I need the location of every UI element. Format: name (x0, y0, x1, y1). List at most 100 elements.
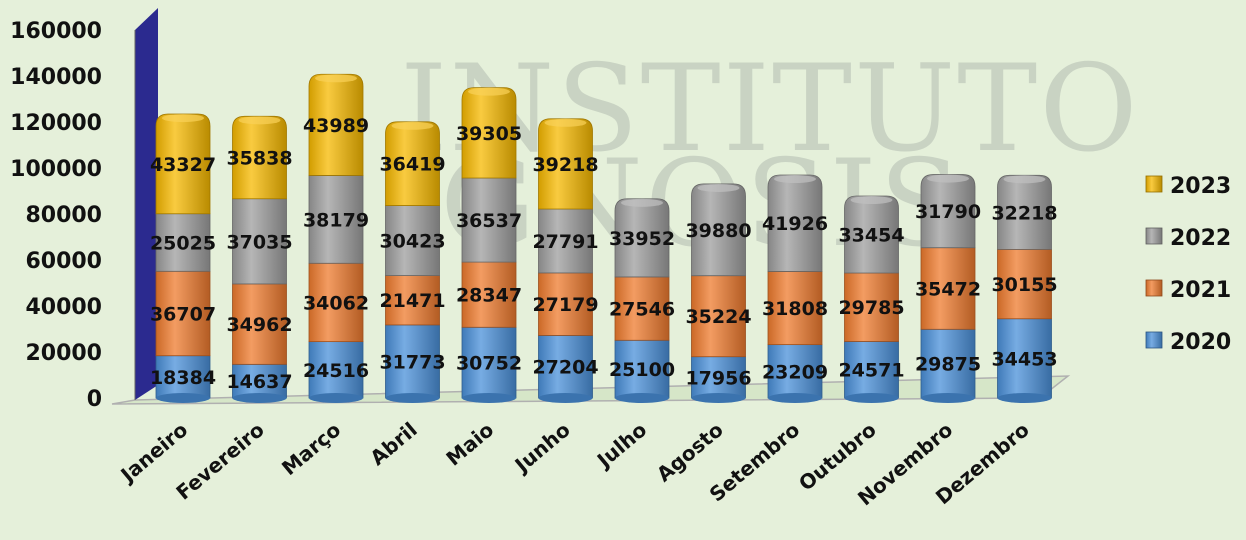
data-label: 41926 (762, 213, 828, 235)
y-tick-label: 80000 (25, 203, 102, 228)
data-label: 30752 (456, 353, 522, 375)
y-tick-label: 40000 (25, 295, 102, 320)
bar-segment (232, 363, 287, 403)
data-label: 18384 (150, 367, 216, 389)
bar-segment (997, 174, 1052, 250)
bar-segment (461, 261, 517, 328)
data-labels-layer: 18384 36707 25025 43327 14637 34962 37035 35838… (150, 115, 1058, 393)
bar-segment (232, 198, 287, 285)
bar-segment (844, 341, 899, 403)
bar-segment (538, 208, 593, 274)
bars-layer (155, 73, 1052, 403)
bar-segment (308, 262, 364, 343)
legend-item: 2020 (1145, 330, 1231, 355)
data-label: 30423 (379, 231, 445, 253)
chart-wall (135, 8, 158, 400)
legend-swatch (1145, 175, 1163, 193)
data-label: 27791 (532, 231, 598, 253)
x-tick-label: Agosto (652, 417, 728, 486)
bar-segment (691, 183, 746, 277)
bar-segment (614, 276, 670, 341)
legend-swatch (1145, 279, 1163, 297)
legend-label: 2022 (1170, 226, 1231, 251)
bar-segment (308, 341, 364, 403)
bar-segment (920, 247, 976, 330)
bar-segment (308, 73, 364, 176)
y-tick-label: 20000 (25, 341, 102, 366)
y-axis-ticks: 0 20000 40000 60000 80000 100000 120000 140000 1… (10, 19, 102, 412)
y-tick-label: 160000 (10, 19, 102, 44)
data-label: 24516 (303, 360, 369, 382)
bar-segment (308, 175, 364, 264)
data-label: 25025 (150, 233, 216, 255)
data-label: 29875 (915, 354, 981, 376)
legend-label: 2020 (1170, 330, 1231, 355)
data-label: 36707 (150, 304, 216, 326)
bar-segment (155, 355, 211, 403)
data-label: 39305 (456, 123, 522, 145)
legend-item: 2022 (1145, 226, 1231, 251)
bar-segment (844, 195, 899, 274)
bar-segment (538, 272, 593, 336)
data-label: 35224 (685, 306, 751, 328)
data-label: 29785 (838, 297, 904, 319)
data-label: 27204 (532, 357, 598, 379)
bar-segment (538, 118, 593, 210)
bar-segment (155, 113, 211, 215)
data-label: 43989 (303, 115, 369, 137)
legend-label: 2023 (1170, 174, 1231, 199)
data-label: 31773 (379, 351, 445, 373)
data-label: 36537 (456, 210, 522, 232)
bar-segment (385, 205, 440, 276)
bar-segment (997, 249, 1052, 320)
x-tick-label: Junho (509, 417, 575, 478)
data-label: 28347 (456, 285, 522, 307)
bar-segment (767, 271, 823, 346)
data-label: 23209 (762, 361, 828, 383)
bar-segment (155, 213, 211, 272)
data-label: 27179 (532, 294, 598, 316)
x-tick-label: Março (277, 417, 345, 480)
data-label: 35472 (915, 278, 981, 300)
y-tick-label: 100000 (10, 157, 102, 182)
legend-item: 2023 (1145, 174, 1231, 199)
x-tick-label: Julho (591, 417, 651, 473)
data-label: 35838 (226, 148, 292, 170)
data-label: 14637 (226, 371, 292, 393)
data-label: 37035 (226, 231, 292, 253)
data-label: 39218 (532, 154, 598, 176)
x-tick-label: Abril (365, 417, 421, 470)
data-label: 39880 (685, 220, 751, 242)
bar-segment (844, 272, 899, 342)
bar-segment (461, 177, 517, 263)
data-label: 38179 (303, 209, 369, 231)
data-label: 34453 (991, 348, 1057, 370)
y-tick-label: 140000 (10, 65, 102, 90)
data-label: 25100 (609, 359, 675, 381)
bar-segment (461, 87, 517, 179)
data-label: 32218 (991, 202, 1057, 224)
data-label: 31790 (915, 201, 981, 223)
bar-segment (385, 275, 440, 326)
bar-segment (155, 270, 211, 357)
data-label: 36419 (379, 154, 445, 176)
bar-segment (614, 198, 670, 278)
data-label: 33952 (609, 228, 675, 250)
bar-segment (997, 318, 1052, 403)
y-tick-label: 0 (87, 387, 102, 412)
y-tick-label: 120000 (10, 111, 102, 136)
data-label: 27546 (609, 299, 675, 321)
data-label: 43327 (150, 154, 216, 176)
legend-swatch (1145, 331, 1163, 349)
data-label: 34062 (303, 292, 369, 314)
data-label: 31808 (762, 298, 828, 320)
bar-segment (767, 344, 823, 403)
bar-segment (920, 174, 976, 249)
x-tick-label: Maio (441, 417, 498, 470)
watermark-line1: INSTITUTO (400, 40, 1140, 179)
bar-segment (232, 283, 287, 365)
data-label: 21471 (379, 290, 445, 312)
data-label: 17956 (685, 367, 751, 389)
bar-segment (461, 326, 517, 403)
